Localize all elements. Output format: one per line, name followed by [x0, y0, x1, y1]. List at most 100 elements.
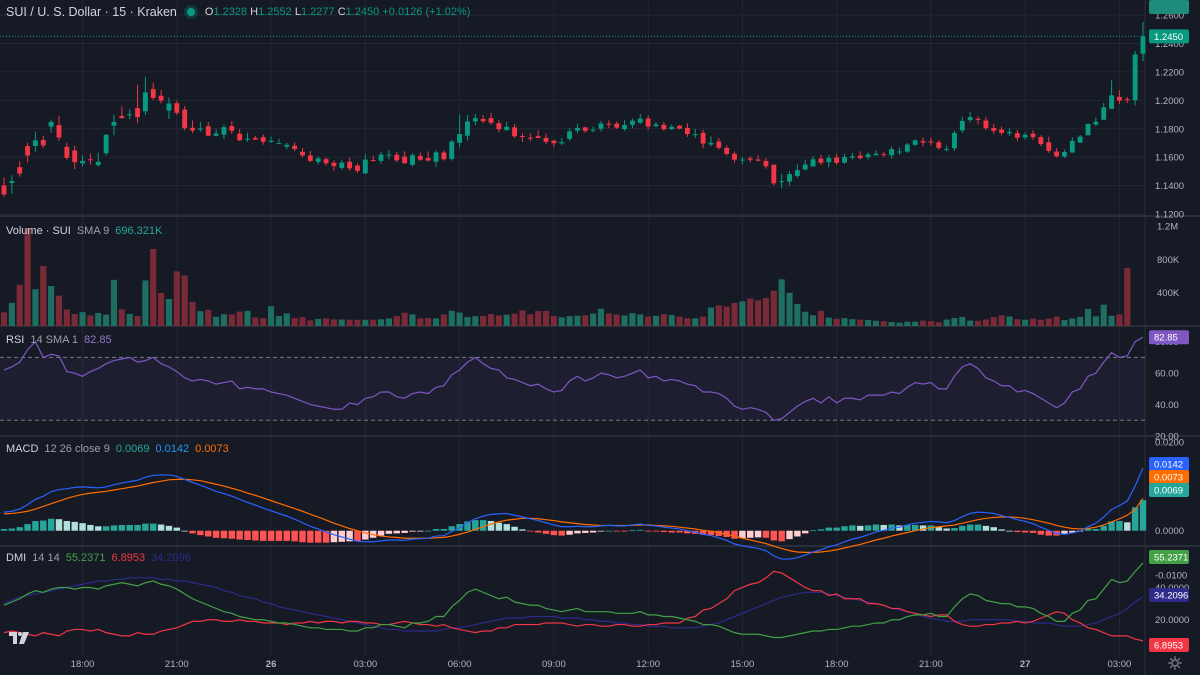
volume-bar[interactable] — [810, 315, 817, 326]
candle-body[interactable] — [355, 165, 360, 171]
candle-body[interactable] — [849, 156, 855, 158]
macd-histogram-bar[interactable] — [244, 530, 251, 541]
candle-body[interactable] — [739, 159, 745, 161]
candle-body[interactable] — [166, 103, 172, 111]
volume-bar[interactable] — [1022, 319, 1029, 326]
volume-bar[interactable] — [268, 306, 275, 326]
candle-body[interactable] — [80, 160, 85, 164]
macd-histogram-bar[interactable] — [911, 524, 919, 531]
macd-histogram-bar[interactable] — [919, 525, 927, 531]
candle-body[interactable] — [378, 154, 384, 161]
candle-body[interactable] — [25, 146, 31, 156]
candle-body[interactable] — [826, 158, 832, 163]
macd-histogram-bar[interactable] — [157, 524, 165, 531]
macd-histogram-bar[interactable] — [566, 530, 573, 535]
volume-bar[interactable] — [967, 320, 974, 326]
macd-histogram-bar[interactable] — [904, 524, 911, 531]
volume-bar[interactable] — [189, 301, 196, 326]
macd-histogram-bar[interactable] — [629, 530, 636, 532]
macd-histogram-bar[interactable] — [448, 526, 455, 531]
macd-histogram-bar[interactable] — [652, 530, 660, 532]
macd-histogram-bar[interactable] — [707, 530, 715, 536]
macd-histogram-bar[interactable] — [487, 520, 495, 531]
macd-histogram-bar[interactable] — [1045, 530, 1052, 536]
candle-body[interactable] — [174, 103, 180, 113]
candle-body[interactable] — [669, 126, 675, 130]
candle-body[interactable] — [441, 152, 447, 160]
macd-histogram-bar[interactable] — [864, 525, 872, 531]
macd-histogram-bar[interactable] — [974, 524, 982, 531]
macd-histogram-bar[interactable] — [495, 522, 503, 531]
candle-body[interactable] — [1069, 140, 1075, 153]
macd-histogram-bar[interactable] — [880, 524, 887, 531]
macd-histogram-bar[interactable] — [377, 530, 385, 536]
volume-bar[interactable] — [1092, 316, 1099, 326]
volume-bar[interactable] — [126, 313, 133, 326]
candle-body[interactable] — [40, 139, 46, 146]
candle-body[interactable] — [637, 118, 643, 123]
volume-bar[interactable] — [87, 315, 94, 327]
volume-bar[interactable] — [660, 314, 667, 326]
volume-bar[interactable] — [252, 317, 259, 327]
candle-body[interactable] — [17, 167, 23, 174]
candle-body[interactable] — [567, 131, 573, 139]
volume-bar[interactable] — [880, 321, 887, 326]
candle-body[interactable] — [449, 141, 455, 159]
macd-histogram-bar[interactable] — [990, 527, 997, 531]
candle-body[interactable] — [394, 154, 400, 161]
macd-histogram-bar[interactable] — [637, 529, 644, 531]
candle-body[interactable] — [362, 159, 368, 174]
macd-histogram-bar[interactable] — [754, 530, 762, 538]
volume-bar[interactable] — [794, 304, 801, 326]
macd-histogram-bar[interactable] — [165, 525, 173, 531]
candle-body[interactable] — [205, 126, 211, 136]
candle-body[interactable] — [590, 129, 596, 131]
macd-histogram-bar[interactable] — [644, 530, 652, 532]
volume-bar[interactable] — [974, 320, 982, 326]
candle-body[interactable] — [252, 137, 258, 140]
candle-body[interactable] — [276, 143, 282, 145]
volume-bar[interactable] — [700, 316, 707, 326]
candle-body[interactable] — [881, 154, 887, 156]
macd-histogram-bar[interactable] — [354, 530, 361, 542]
macd-histogram-bar[interactable] — [472, 520, 479, 531]
volume-bar[interactable] — [912, 321, 919, 326]
macd-histogram-bar[interactable] — [283, 530, 291, 541]
macd-histogram-bar[interactable] — [79, 523, 86, 531]
candle-body[interactable] — [991, 127, 997, 131]
macd-histogram-bar[interactable] — [1131, 507, 1139, 531]
candle-body[interactable] — [465, 121, 470, 136]
macd-histogram-bar[interactable] — [393, 530, 400, 534]
volume-bar[interactable] — [833, 318, 840, 326]
volume-bar[interactable] — [558, 317, 565, 326]
volume-bar[interactable] — [495, 315, 502, 327]
volume-bar[interactable] — [299, 317, 306, 326]
volume-bar[interactable] — [1053, 316, 1060, 326]
candle-body[interactable] — [834, 157, 840, 163]
volume-bar[interactable] — [1006, 316, 1013, 327]
macd-histogram-bar[interactable] — [362, 530, 369, 540]
candle-body[interactable] — [284, 144, 290, 147]
candle-body[interactable] — [904, 144, 910, 152]
macd-histogram-bar[interactable] — [47, 518, 55, 531]
dmi-pane[interactable] — [3, 562, 1144, 642]
macd-histogram-bar[interactable] — [825, 527, 833, 531]
volume-bar[interactable] — [480, 315, 487, 326]
candle-body[interactable] — [331, 162, 337, 167]
volume-bar[interactable] — [134, 316, 141, 326]
macd-histogram-bar[interactable] — [71, 521, 78, 531]
candle-body[interactable] — [952, 132, 957, 149]
volume-bar[interactable] — [762, 298, 770, 326]
macd-histogram-bar[interactable] — [322, 530, 330, 543]
candle-body[interactable] — [386, 154, 392, 156]
volume-bar[interactable] — [291, 318, 298, 326]
candle-body[interactable] — [127, 114, 133, 116]
macd-histogram-bar[interactable] — [1006, 530, 1013, 532]
candle-body[interactable] — [873, 153, 879, 156]
volume-bar[interactable] — [935, 322, 942, 326]
candle-body[interactable] — [794, 170, 800, 176]
volume-bar[interactable] — [440, 314, 447, 326]
macd-line[interactable] — [3, 467, 1144, 560]
candle-body[interactable] — [944, 148, 950, 150]
